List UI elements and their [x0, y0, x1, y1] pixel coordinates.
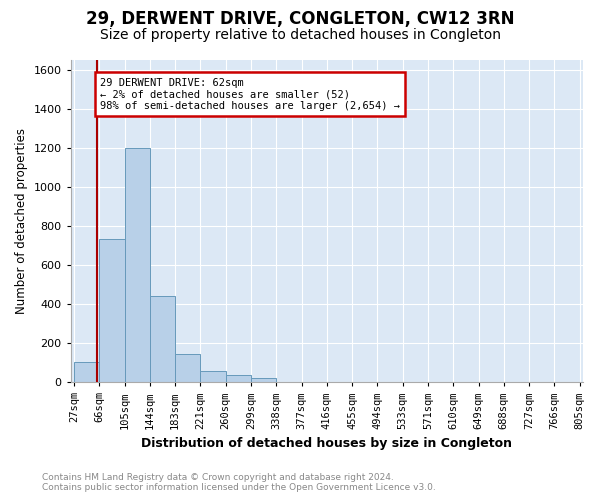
Text: 29, DERWENT DRIVE, CONGLETON, CW12 3RN: 29, DERWENT DRIVE, CONGLETON, CW12 3RN [86, 10, 514, 28]
Text: Contains HM Land Registry data © Crown copyright and database right 2024.
Contai: Contains HM Land Registry data © Crown c… [42, 473, 436, 492]
Text: Size of property relative to detached houses in Congleton: Size of property relative to detached ho… [100, 28, 500, 42]
Bar [99, 238, 125, 382]
Y-axis label: Number of detached properties: Number of detached properties [15, 128, 28, 314]
Bar [200, 372, 226, 382]
Bar [74, 362, 99, 382]
Bar [125, 148, 150, 382]
X-axis label: Distribution of detached houses by size in Congleton: Distribution of detached houses by size … [142, 437, 512, 450]
Bar [150, 296, 175, 382]
Bar [226, 376, 251, 382]
Text: 29 DERWENT DRIVE: 62sqm
← 2% of detached houses are smaller (52)
98% of semi-det: 29 DERWENT DRIVE: 62sqm ← 2% of detached… [100, 78, 400, 111]
Bar [251, 378, 276, 382]
Bar [175, 354, 200, 382]
